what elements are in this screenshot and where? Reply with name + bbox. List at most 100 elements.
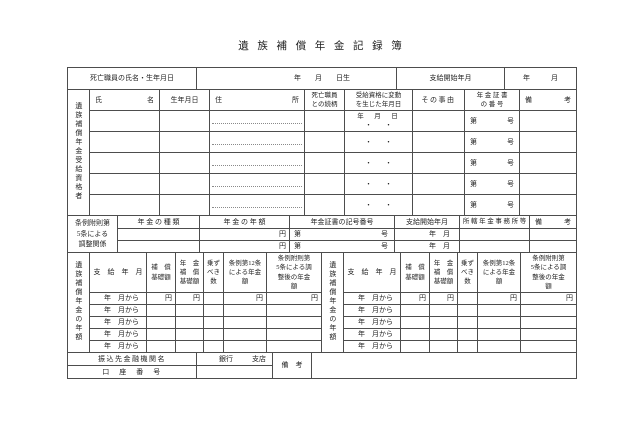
art5-adjusted-header: 条例附則第 5条による調 整後の年金 額 bbox=[520, 252, 577, 293]
bank-remarks-label: 備 考 bbox=[272, 352, 312, 379]
adjustment-table: 条例附則第 5条による 調整関係 年 金 の 種 類 年 金 の 年 額 年金証… bbox=[67, 215, 577, 253]
cert-no-cell: 第号 bbox=[464, 152, 520, 174]
name-cell bbox=[89, 173, 160, 195]
birthdate-cell bbox=[159, 131, 210, 153]
name-header: 氏名 bbox=[89, 89, 160, 111]
reason-cell bbox=[412, 173, 465, 195]
relation-cell bbox=[304, 194, 345, 216]
cert-symbol-header: 年金証書の記号番号 bbox=[289, 215, 395, 229]
recipient-row-3: ・・ 第号 bbox=[68, 152, 577, 174]
art5-adjusted-cell bbox=[266, 304, 322, 317]
period-cell: 年 月から bbox=[343, 316, 401, 329]
art12-amount-header: 条例第12条 による年金 額 bbox=[223, 252, 267, 293]
address-cell bbox=[209, 173, 305, 195]
bank-suffix: 銀行 bbox=[219, 354, 233, 363]
art12-amount-cell: 円 bbox=[477, 292, 521, 305]
address-cell bbox=[209, 110, 305, 132]
art5-adjusted-cell bbox=[266, 316, 322, 329]
period-cell: 年 月から bbox=[343, 304, 401, 317]
address-dotted-line bbox=[211, 186, 303, 187]
recipients-side-label: 遺族補償年金受給資格者 bbox=[67, 89, 90, 216]
multiplier-cell bbox=[457, 340, 478, 353]
remarks-header: 備考 bbox=[519, 89, 577, 111]
multiplier-cell bbox=[203, 328, 224, 341]
base-amount-cell: 円 bbox=[146, 292, 176, 305]
start-ym-cell: 年 月 bbox=[394, 240, 460, 253]
change-date-header: 受給資格に変動 を生じた年月日 bbox=[344, 89, 413, 111]
art12-amount-header: 条例第12条 による年金 額 bbox=[477, 252, 521, 293]
remarks-cell bbox=[519, 152, 577, 174]
branch-suffix: 支店 bbox=[252, 354, 266, 363]
adj-remarks-cell bbox=[529, 240, 577, 253]
adj-remarks-cell bbox=[529, 228, 577, 241]
cert-no-cell: 第号 bbox=[464, 131, 520, 153]
office-cell bbox=[459, 240, 530, 253]
art12-amount-cell bbox=[477, 316, 521, 329]
annual-row-2: 年 月から 年 月から bbox=[68, 304, 577, 317]
period-cell: 年 月から bbox=[89, 292, 147, 305]
birthdate-cell bbox=[159, 194, 210, 216]
art12-amount-cell bbox=[223, 316, 267, 329]
base-amount-header: 補 償 基礎額 bbox=[400, 252, 430, 293]
base-amount-cell bbox=[146, 328, 176, 341]
art12-amount-cell: 円 bbox=[223, 292, 267, 305]
annual-amount-table: 遺族補償年金の年額 支 給 年 月 補 償 基礎額 年 金 補 償 基礎額 乗ず… bbox=[67, 252, 577, 353]
adjustment-row-1: 円 第号 年 月 bbox=[68, 228, 577, 241]
pension-base-cell bbox=[175, 304, 204, 317]
pension-amount-cell: 円 bbox=[199, 240, 290, 253]
relation-cell bbox=[304, 131, 345, 153]
cert-no-cell: 第号 bbox=[464, 173, 520, 195]
cert-no-cell: 第号 bbox=[464, 194, 520, 216]
pension-type-cell bbox=[117, 240, 200, 253]
adjustment-header-row: 条例附則第 5条による 調整関係 年 金 の 種 類 年 金 の 年 額 年金証… bbox=[67, 215, 577, 253]
pension-base-cell bbox=[175, 328, 204, 341]
period-header: 支 給 年 月 bbox=[343, 252, 401, 293]
birthdate-header: 生年月日 bbox=[159, 89, 210, 111]
art12-amount-cell bbox=[477, 328, 521, 341]
pension-base-cell bbox=[175, 340, 204, 353]
recipients-table: 遺族補償年金受給資格者 氏名 生年月日 住所 死亡職員 との続柄 受給資格に変動… bbox=[67, 89, 577, 216]
pension-amount-cell: 円 bbox=[199, 228, 290, 241]
change-date-cell: ・・ bbox=[344, 131, 413, 153]
base-amount-cell bbox=[400, 328, 430, 341]
pay-start-cell: 年 月 bbox=[504, 67, 577, 90]
reason-header: その事由 bbox=[412, 89, 465, 111]
annual-row-3: 年 月から 年 月から bbox=[68, 316, 577, 329]
account-number-label: 口 座 番 号 bbox=[67, 365, 197, 379]
relation-cell bbox=[304, 152, 345, 174]
period-cell: 年 月から bbox=[89, 316, 147, 329]
pension-base-cell bbox=[429, 328, 458, 341]
name-cell bbox=[89, 110, 160, 132]
art5-adjusted-cell bbox=[266, 340, 322, 353]
remarks-cell bbox=[519, 131, 577, 153]
pay-start-label: 支給開始年月 bbox=[396, 67, 505, 90]
base-amount-cell bbox=[146, 304, 176, 317]
adjustment-side-label: 条例附則第 5条による 調整関係 bbox=[67, 215, 118, 253]
change-date-cell: 年 月 日 ・・ bbox=[344, 110, 413, 132]
cert-no-header: 年 金 証 書 の 番 号 bbox=[464, 89, 520, 111]
base-amount-cell bbox=[146, 340, 176, 353]
pension-base-cell bbox=[429, 304, 458, 317]
address-cell bbox=[209, 152, 305, 174]
cert-symbol-cell: 第号 bbox=[289, 228, 395, 241]
address-dotted-line bbox=[211, 207, 303, 208]
bank-table: 振込先金融機関名 銀行 支店 備 考 口 座 番 号 bbox=[67, 352, 577, 379]
art5-adjusted-header: 条例附則第 5条による調 整後の年金 額 bbox=[266, 252, 322, 293]
pension-base-cell bbox=[175, 316, 204, 329]
address-dotted-line bbox=[211, 165, 303, 166]
office-cell bbox=[459, 228, 530, 241]
cert-symbol-cell: 第号 bbox=[289, 240, 395, 253]
bank-row-2: 口 座 番 号 bbox=[67, 365, 577, 379]
pension-amount-header: 年 金 の 年 額 bbox=[199, 215, 290, 229]
pension-base-cell bbox=[429, 316, 458, 329]
base-amount-cell bbox=[146, 316, 176, 329]
address-header: 住所 bbox=[209, 89, 305, 111]
deceased-name-label: 死亡職員の氏名・生年月日 bbox=[67, 67, 197, 90]
period-cell: 年 月から bbox=[89, 328, 147, 341]
art5-adjusted-cell bbox=[520, 340, 577, 353]
reason-cell bbox=[412, 152, 465, 174]
multiplier-cell bbox=[203, 340, 224, 353]
change-date-cell: ・・ bbox=[344, 194, 413, 216]
start-ym-cell: 年 月 bbox=[394, 228, 460, 241]
annual-header-row: 遺族補償年金の年額 支 給 年 月 補 償 基礎額 年 金 補 償 基礎額 乗ず… bbox=[67, 252, 577, 353]
